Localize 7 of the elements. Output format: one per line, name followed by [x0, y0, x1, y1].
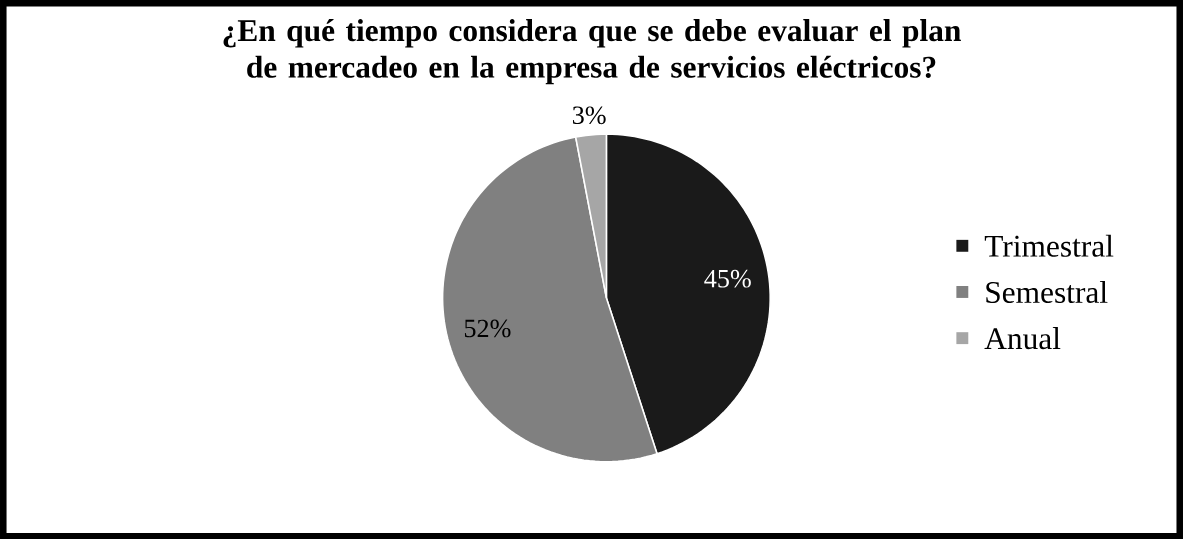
data-label: 45%	[704, 269, 751, 288]
legend-label: Anual	[984, 326, 1061, 349]
data-label: 52%	[464, 319, 511, 338]
legend-label: Semestral	[986, 280, 1108, 303]
chart-title: ¿En qué tiempo considera que se debe evaluar el plan de mercadeo en la empresa de servicios eléctricos?	[223, 18, 961, 84]
legend-label: Trimestral	[984, 234, 1114, 257]
data-label: 3%	[572, 106, 606, 124]
